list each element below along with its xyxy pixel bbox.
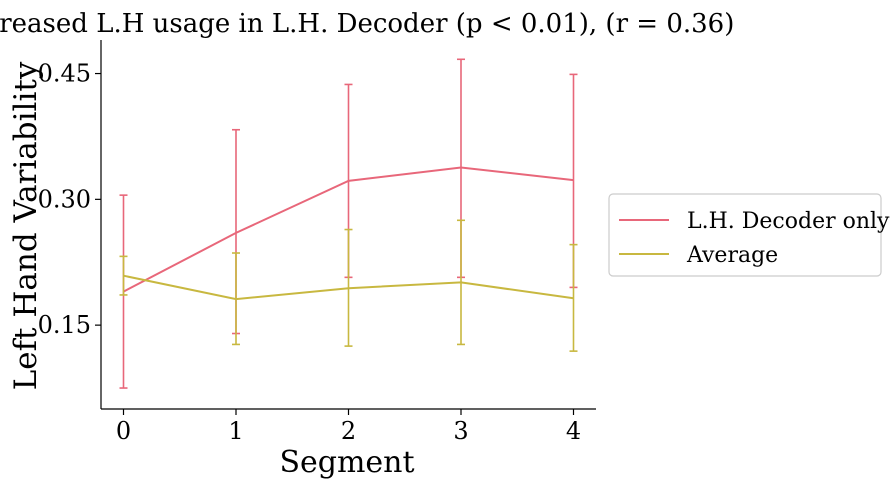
y-tick-label: 0.30 [38, 185, 91, 213]
legend-entry-label: L.H. Decoder only [687, 209, 890, 234]
legend-entry-label: Average [686, 243, 778, 268]
chart-title: Increased L.H usage in L.H. Decoder (p <… [0, 9, 734, 39]
y-axis-label: Left Hand Variability [8, 61, 44, 390]
series-layer [119, 58, 578, 389]
series-average [119, 219, 578, 352]
series-line [123, 166, 574, 293]
y-axis-ticks: 0.15 0.30 0.45 [38, 60, 101, 339]
x-axis-label: Segment [279, 445, 414, 480]
x-tick-label: 4 [566, 417, 581, 445]
x-tick-label: 3 [453, 417, 468, 445]
x-tick-label: 1 [228, 417, 243, 445]
legend: L.H. Decoder only Average [608, 193, 890, 277]
y-tick-label: 0.15 [38, 311, 91, 339]
series-line [123, 274, 574, 301]
x-tick-label: 0 [116, 417, 131, 445]
x-axis-ticks: 0 1 2 3 4 [116, 409, 581, 445]
y-tick-label: 0.45 [38, 60, 91, 88]
x-tick-label: 2 [341, 417, 356, 445]
legend-frame [608, 193, 882, 277]
